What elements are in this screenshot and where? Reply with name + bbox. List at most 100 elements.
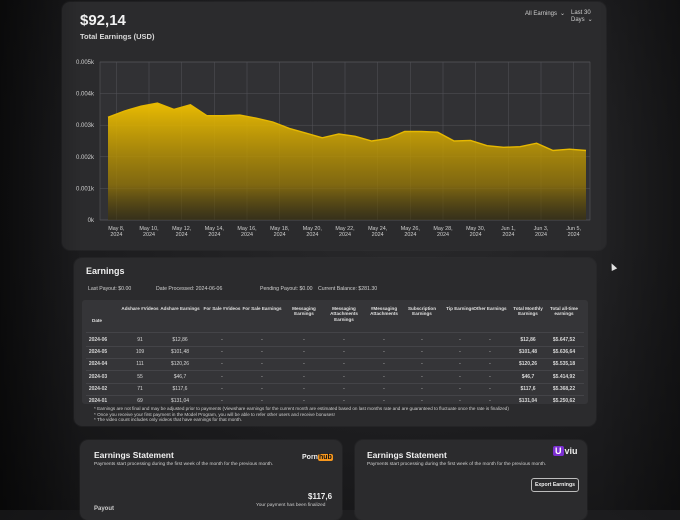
table-cell: $46,7 xyxy=(521,373,535,380)
table-cell: - xyxy=(221,385,223,392)
table-cell: - xyxy=(221,349,223,356)
table-cell: - xyxy=(421,385,423,392)
table-cell: 2024-01 xyxy=(88,398,108,404)
x-tick-label: 2024 xyxy=(404,232,416,238)
table-cell: - xyxy=(303,349,305,356)
table-cell: 91 xyxy=(137,337,143,343)
table-cell: - xyxy=(343,361,345,368)
y-tick-label: 0.002k xyxy=(76,155,95,161)
earnings-section: Earnings Last Payout: $0.00 Date Process… xyxy=(74,258,596,426)
table-cell: $5.414,92 xyxy=(552,373,576,380)
table-cell: 109 xyxy=(135,349,145,356)
table-cell: $120,26 xyxy=(518,361,538,368)
table-cell: - xyxy=(421,349,423,356)
table-cell: $131,04 xyxy=(170,398,190,404)
table-cell: 111 xyxy=(136,361,144,368)
payment-status: Your payment has been finalized xyxy=(256,503,326,508)
chevron-down-icon: ⌄ xyxy=(587,17,593,23)
table-cell: 2024-04 xyxy=(88,361,108,368)
earnings-title: Earnings xyxy=(86,266,125,276)
table-cell: - xyxy=(221,361,223,368)
column-header: Subscription Earnings xyxy=(407,306,437,317)
x-tick-label: 2024 xyxy=(241,232,253,238)
y-tick-label: 0.004k xyxy=(76,92,95,98)
table-cell: 2024-05 xyxy=(88,349,108,356)
table-cell: $5.636,64 xyxy=(552,349,576,356)
table-cell: - xyxy=(383,398,385,404)
table-cell: $117,6 xyxy=(520,385,536,392)
y-tick-label: 0.005k xyxy=(76,60,95,66)
row-divider xyxy=(86,346,584,347)
table-cell: $12,86 xyxy=(520,337,536,343)
table-cell: $5.368,22 xyxy=(552,385,576,392)
earnings-statement-card-right: Earnings Statement Payments start proces… xyxy=(355,440,587,520)
table-cell: - xyxy=(261,398,263,404)
table-cell: 2024-06 xyxy=(88,337,108,343)
statement-amount: $117,6 xyxy=(308,492,333,501)
x-tick-label: 2024 xyxy=(306,232,318,238)
column-header: Messaging Attachments Earnings xyxy=(330,306,358,322)
statement-subtitle: Payments start processing during the fir… xyxy=(94,462,274,467)
table-cell: - xyxy=(383,337,385,343)
column-header: Adshare Earnings xyxy=(160,306,200,311)
table-cell: 2024-03 xyxy=(88,373,108,380)
row-divider xyxy=(86,370,584,372)
table-cell: 71 xyxy=(137,385,143,392)
x-tick-label: 2024 xyxy=(274,232,286,238)
table-cell: $131,04 xyxy=(518,398,538,404)
table-cell: - xyxy=(421,361,423,368)
earnings-statement-card-left: Earnings Statement Payments start proces… xyxy=(80,440,342,520)
table-cell: - xyxy=(421,373,423,380)
table-cell: $5.250,62 xyxy=(552,398,576,404)
table-cell: - xyxy=(383,349,385,356)
y-tick-label: 0.001k xyxy=(76,186,95,192)
table-cell: - xyxy=(261,361,263,368)
x-tick-label: 2024 xyxy=(143,232,155,238)
payout-label: Payout xyxy=(94,506,115,512)
earnings-type-label: All Earnings xyxy=(525,11,558,17)
table-cell: - xyxy=(489,398,491,404)
table-cell: 69 xyxy=(137,398,143,404)
export-earnings-button[interactable]: Export Earnings xyxy=(531,478,579,492)
statement-title: Earnings Statement xyxy=(367,450,447,460)
table-cell: - xyxy=(343,373,345,380)
table-cell: - xyxy=(343,337,345,343)
last-payout: Last Payout: $0.00 xyxy=(88,286,132,292)
total-earnings-subtitle: Total Earnings (USD) xyxy=(80,32,155,41)
table-cell: - xyxy=(343,385,345,392)
table-cell: - xyxy=(383,385,385,392)
column-header: For Sale #Videos xyxy=(203,306,241,311)
pornhub-logo: Pornhub xyxy=(302,454,333,461)
pending-payout: Pending Payout: $0.00 xyxy=(260,286,313,292)
x-tick-label: 2024 xyxy=(372,232,384,238)
table-cell: - xyxy=(221,337,223,343)
chevron-down-icon: ⌄ xyxy=(560,11,566,17)
table-cell: $101,48 xyxy=(170,349,190,356)
table-cell: $5.535,18 xyxy=(552,361,576,368)
x-tick-label: 2024 xyxy=(470,232,482,238)
table-cell: $12,86 xyxy=(172,337,188,343)
x-tick-label: 2024 xyxy=(208,232,220,238)
table-cell: - xyxy=(261,337,263,343)
table-cell: - xyxy=(489,337,491,343)
column-header: Total all-time earnings xyxy=(550,306,578,317)
table-cell: - xyxy=(221,398,223,404)
period-dropdown[interactable]: Last 30 Days ⌄ xyxy=(571,10,606,23)
total-earnings-amount: $92,14 xyxy=(80,12,126,29)
table-cell: - xyxy=(383,361,385,368)
table-cell: - xyxy=(489,361,491,368)
table-cell: - xyxy=(489,373,491,380)
table-cell: - xyxy=(261,373,263,380)
column-header: For Sale Earnings xyxy=(242,306,282,311)
row-divider xyxy=(86,358,584,360)
table-cell: $101,48 xyxy=(518,349,538,356)
table-cell: - xyxy=(421,398,423,404)
table-cell: - xyxy=(303,398,305,404)
table-cell: - xyxy=(343,398,345,404)
earnings-type-dropdown[interactable]: All Earnings ⌄ xyxy=(525,10,565,17)
date-processed: Date Processed: 2024-06-06 xyxy=(156,286,223,292)
table-cell: $117,6 xyxy=(172,385,188,392)
y-tick-label: 0k xyxy=(88,218,95,224)
